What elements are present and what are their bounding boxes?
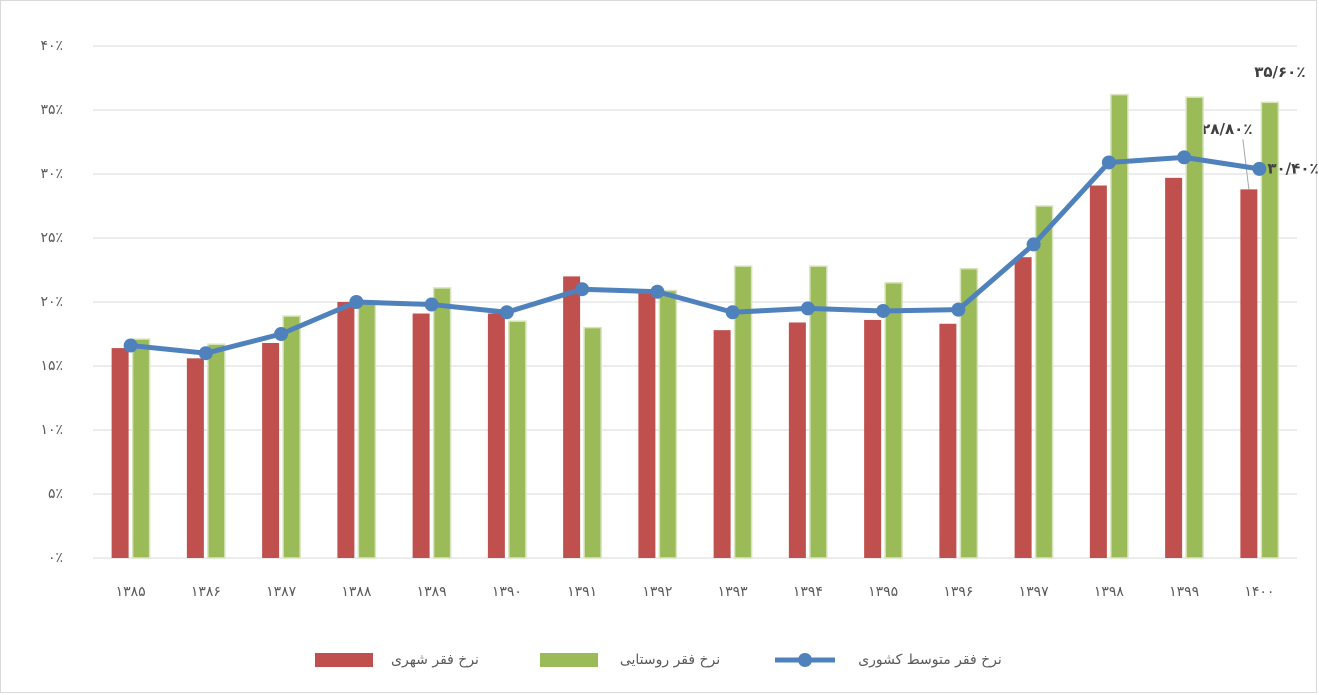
bar xyxy=(432,287,452,559)
x-tick-label: ۱۳۸۵ xyxy=(116,584,146,600)
line-marker xyxy=(951,302,966,317)
bar xyxy=(1240,189,1258,559)
bar xyxy=(733,265,753,559)
line-marker xyxy=(650,284,665,299)
line-series xyxy=(130,154,1260,356)
x-tick-label: ۱۳۹۶ xyxy=(943,584,973,600)
bar xyxy=(1165,177,1183,558)
x-tick-label: ۱۳۸۸ xyxy=(341,584,372,600)
bar xyxy=(959,267,979,559)
x-tick-label: ۱۳۸۹ xyxy=(417,584,447,600)
legend-swatch xyxy=(315,653,373,667)
line-marker xyxy=(575,282,590,297)
line-marker xyxy=(424,297,439,312)
bar xyxy=(337,302,355,558)
bar xyxy=(262,342,280,558)
x-tick-label: ۱۳۹۳ xyxy=(718,584,749,600)
y-tick-label: ۱۰٪ xyxy=(40,422,63,438)
line-marker xyxy=(1252,161,1267,176)
x-tick-label: ۱۳۸۶ xyxy=(191,584,221,600)
bar xyxy=(131,338,151,559)
legend-swatch xyxy=(540,653,598,667)
x-tick-label: ۱۳۹۹ xyxy=(1169,584,1199,600)
data-label: ۳۰/۴۰٪ xyxy=(1267,159,1318,177)
bar xyxy=(809,265,828,559)
bar xyxy=(282,315,301,559)
bar xyxy=(884,282,903,559)
line-marker xyxy=(1101,155,1116,170)
line-marker xyxy=(198,346,213,361)
bar xyxy=(1014,257,1032,558)
y-tick-label: ۳۰٪ xyxy=(40,166,63,182)
bar xyxy=(1110,93,1129,559)
bar xyxy=(939,323,957,558)
y-tick-label: ۲۵٪ xyxy=(40,230,63,246)
data-label: ۳۵/۶۰٪ xyxy=(1254,63,1305,81)
y-tick-label: ۳۵٪ xyxy=(40,102,63,118)
bar xyxy=(1185,96,1204,559)
line-marker xyxy=(725,305,740,320)
x-tick-label: ۱۳۹۸ xyxy=(1094,584,1125,600)
bar xyxy=(583,326,602,559)
bar xyxy=(658,289,678,559)
x-tick-label: ۱۳۹۷ xyxy=(1019,584,1050,600)
x-tick-label: ۱۴۰۰ xyxy=(1244,584,1274,600)
bar xyxy=(357,301,377,559)
bar xyxy=(508,320,527,559)
line-marker xyxy=(876,303,891,318)
y-tick-label: ۲۰٪ xyxy=(40,294,63,310)
bar xyxy=(713,330,731,558)
bar xyxy=(563,276,581,558)
line-marker xyxy=(349,295,364,309)
x-tick-label: ۱۳۸۷ xyxy=(266,584,297,600)
bar xyxy=(1260,101,1280,559)
bar xyxy=(1034,205,1054,559)
bar xyxy=(638,293,656,558)
bar xyxy=(207,343,226,559)
line-marker xyxy=(800,301,815,316)
legend-label: نرخ فقر متوسط کشوری xyxy=(858,652,1002,668)
y-tick-label: ۱۵٪ xyxy=(40,358,63,374)
bar xyxy=(788,322,806,558)
line-marker xyxy=(499,305,514,320)
legend-label: نرخ فقر روستایی xyxy=(620,652,720,668)
bar xyxy=(412,313,430,558)
line-marker xyxy=(1026,237,1041,252)
line-marker xyxy=(123,338,138,353)
line-marker xyxy=(1177,150,1192,165)
x-tick-label: ۱۳۹۴ xyxy=(793,584,823,600)
x-tick-label: ۱۳۹۱ xyxy=(567,584,597,600)
y-tick-label: ۴۰٪ xyxy=(40,38,63,54)
legend-label: نرخ فقر شهری xyxy=(391,652,479,668)
bar xyxy=(487,313,505,558)
bar xyxy=(111,348,129,558)
line-marker xyxy=(274,327,289,341)
x-tick-label: ۱۳۹۲ xyxy=(642,584,672,600)
y-tick-label: ۵٪ xyxy=(48,486,63,502)
y-tick-label: ۰٪ xyxy=(48,550,63,566)
x-tick-label: ۱۳۹۵ xyxy=(868,584,898,600)
x-tick-label: ۱۳۹۰ xyxy=(492,584,522,600)
bar xyxy=(864,319,882,558)
legend-swatch xyxy=(798,653,812,667)
bar xyxy=(1089,185,1107,558)
bar xyxy=(186,358,204,558)
data-label: ۲۸/۸۰٪ xyxy=(1201,120,1252,138)
